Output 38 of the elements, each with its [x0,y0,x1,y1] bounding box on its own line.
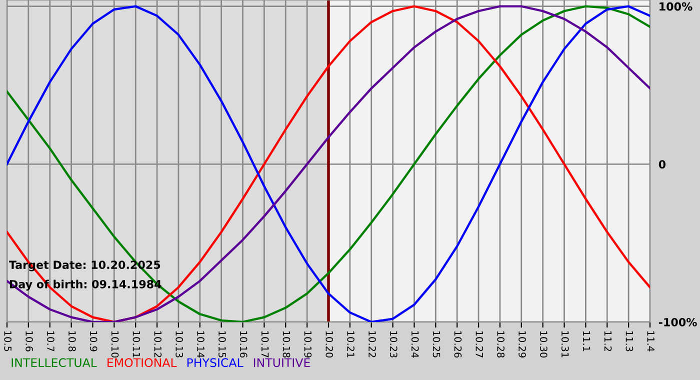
text: INTELLECTUAL [12,358,97,368]
x-tick-label: 10.29 [518,331,526,358]
y-tick-label: 0 [658,160,666,169]
x-tick-label: 10.19 [304,331,312,358]
x-tick-label: 10.14 [197,331,204,358]
text: EMOTIONAL [108,358,177,368]
x-tick-label: 10.28 [497,331,504,358]
x-tick-label: 10.24 [411,331,419,358]
x-tick-label: 11.1 [583,331,590,352]
x-tick-label: 10.15 [218,331,226,358]
y-tick-label: -100% [658,318,697,326]
x-tick-label: 10.23 [390,331,398,358]
x-tick-label: 10.11 [132,331,140,358]
x-tick-label: 10.26 [454,331,462,358]
x-tick-label: 10.20 [326,331,334,358]
x-tick-label: 10.5 [4,331,12,352]
x-tick-label: 10.25 [432,331,440,358]
x-tick-label: 10.8 [68,331,76,352]
y-tick-label: 100% [660,2,692,11]
x-tick-label: 11.3 [626,331,634,352]
x-tick-label: 10.6 [26,331,33,352]
x-tick-label: 10.30 [540,331,548,358]
x-tick-label: 10.16 [240,331,248,358]
x-tick-label: 10.17 [261,331,269,358]
text: INTUITIVE [254,358,310,368]
x-tick-label: 10.12 [154,331,162,358]
x-tick-label: 11.2 [604,331,612,352]
x-tick-label: 10.31 [561,331,569,358]
x-tick-label: 10.18 [282,331,290,358]
x-tick-label: 10.22 [368,331,376,358]
x-tick-label: 11.4 [647,331,654,352]
x-tick-label: 10.21 [347,331,354,358]
x-tick-label: 10.10 [111,331,119,358]
x-tick-label: 10.27 [476,331,484,358]
x-tick-label: 10.13 [176,331,183,358]
x-tick-label: 10.7 [47,331,54,352]
text: PHYSICAL [187,358,244,368]
x-tick-label: 10.9 [90,331,98,352]
